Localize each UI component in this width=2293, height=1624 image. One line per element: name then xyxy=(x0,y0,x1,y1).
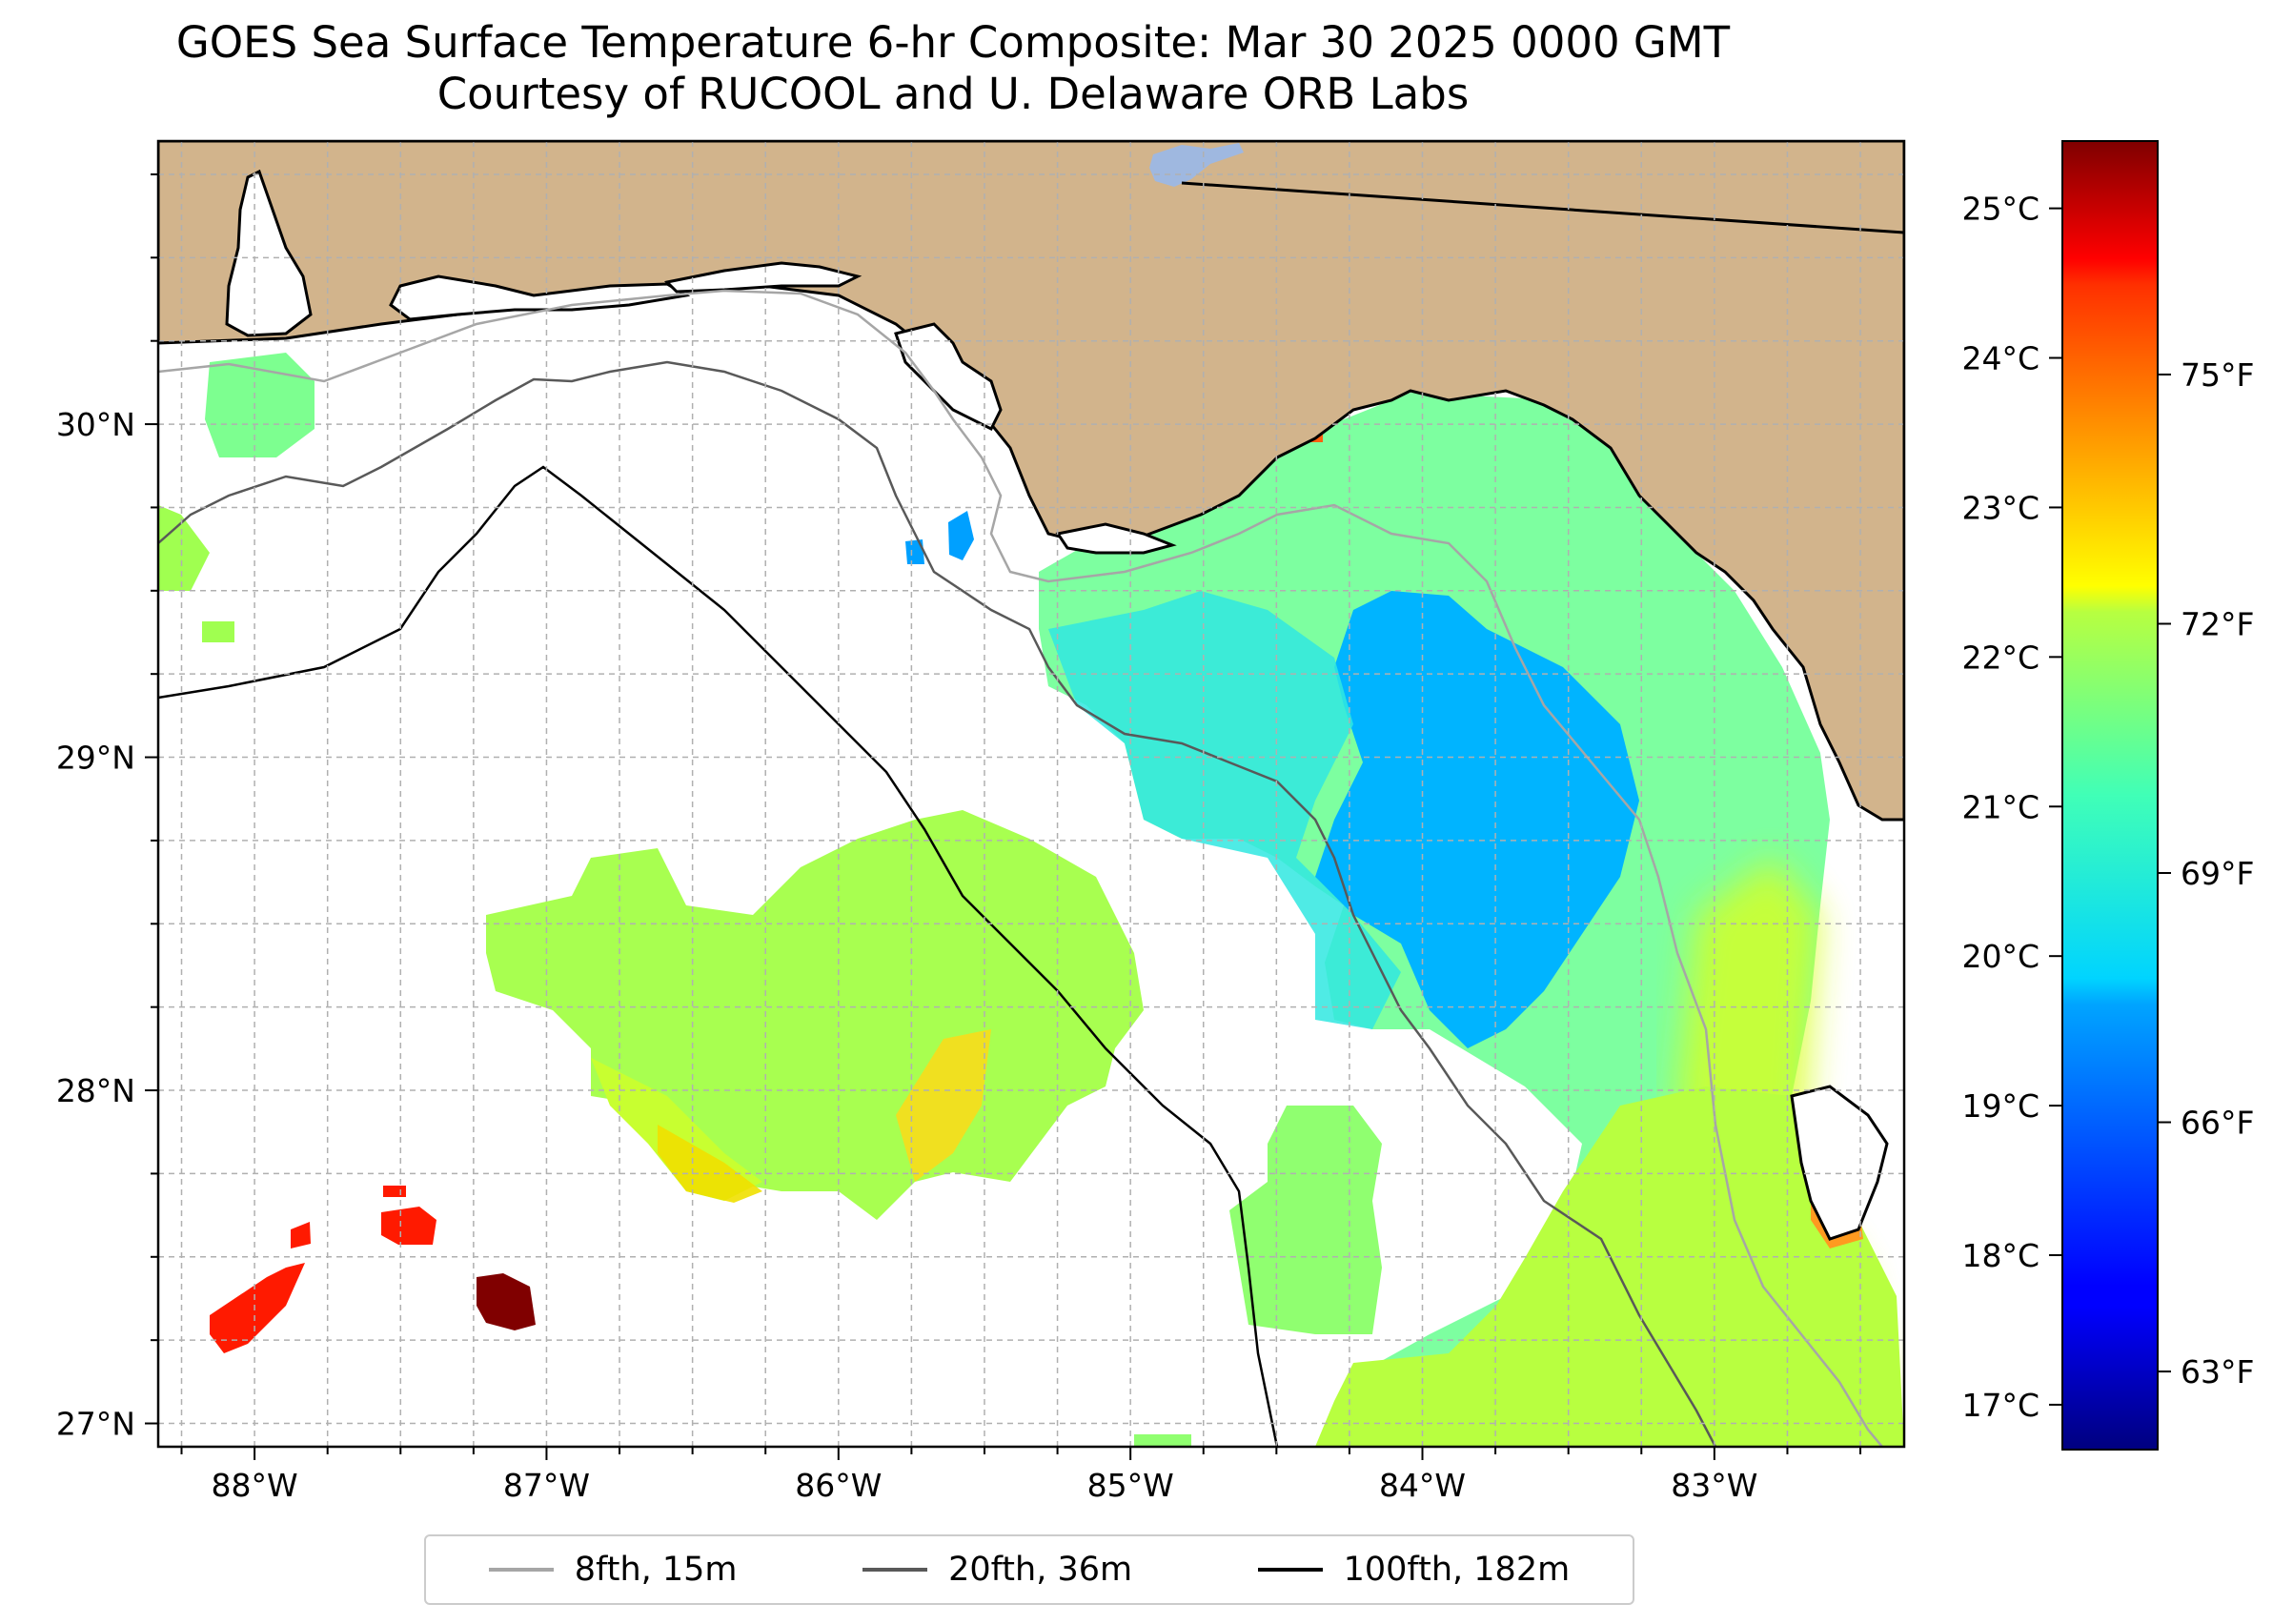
colorbar-label-fahrenheit: 69°F xyxy=(2181,855,2254,892)
colorbar-label-fahrenheit: 72°F xyxy=(2181,605,2254,642)
contour-100fth-182m xyxy=(158,465,1279,1447)
map-area xyxy=(158,141,1904,1447)
lon-tick-label: 84°W xyxy=(1379,1467,1466,1504)
title-line-1: GOES Sea Surface Temperature 6-hr Compos… xyxy=(175,17,1731,68)
sst-patch-red-2 xyxy=(291,1222,311,1248)
legend-label-8fth: 8fth, 15m xyxy=(574,1551,738,1589)
legend-swatch-100fth xyxy=(1257,1568,1323,1572)
contour-8fth-15m xyxy=(158,289,1883,1447)
sst-patch-red-1 xyxy=(210,1263,305,1353)
sst-patch-shelf-cool xyxy=(1048,591,1401,1029)
apalachee-bay xyxy=(1055,522,1177,555)
sst-patch-mid-island xyxy=(1229,1106,1382,1334)
sst-patch-cold-dot-2 xyxy=(948,511,974,560)
legend-item-100fth: 100fth, 182m xyxy=(1257,1551,1571,1589)
legend-item-20fth: 20fth, 36m xyxy=(862,1551,1132,1589)
legend-label-100fth: 100fth, 182m xyxy=(1343,1551,1571,1589)
legend-swatch-8fth xyxy=(488,1568,554,1572)
chart-title: GOES Sea Surface Temperature 6-hr Compos… xyxy=(0,17,1906,120)
colorbar-label-celsius: 18°C xyxy=(1961,1237,2039,1274)
sst-patch-cold-dot-1 xyxy=(905,539,924,564)
sst-patch-southeast-green xyxy=(1315,1086,1904,1447)
lon-tick-label: 86°W xyxy=(795,1467,882,1504)
sst-layer xyxy=(158,353,1904,1447)
colorbar-label-fahrenheit: 63°F xyxy=(2181,1353,2254,1391)
contour-20fth-36m xyxy=(158,360,1717,1447)
state-border xyxy=(1181,181,1904,234)
map-border xyxy=(156,139,1906,1449)
colorbar-label-fahrenheit: 75°F xyxy=(2181,356,2254,394)
lat-tick-label: 30°N xyxy=(56,406,135,443)
legend-label-20fth: 20fth, 36m xyxy=(948,1551,1133,1589)
lat-tick-label: 28°N xyxy=(56,1072,135,1109)
lon-tick-label: 88°W xyxy=(212,1467,298,1504)
sst-patch-w-small xyxy=(202,621,234,642)
lake xyxy=(1149,143,1244,187)
sst-patch-big-bend-cold xyxy=(1315,591,1639,1048)
legend-item-8fth: 8fth, 15m xyxy=(488,1551,738,1589)
sst-patch-nw-blob xyxy=(205,353,315,457)
sst-patch-red-4 xyxy=(383,1186,406,1197)
tampa-bay xyxy=(1790,1085,1889,1241)
lat-tick-label: 27°N xyxy=(56,1406,135,1443)
colorbar-label-celsius: 21°C xyxy=(1961,788,2039,825)
legend-swatch-20fth xyxy=(862,1568,928,1572)
colorbar-celsius-axis: 17°C 18°C 19°C 20°C 21°C 22°C 23°C 24°C 25°C xyxy=(1961,191,2062,1424)
colorbar-label-celsius: 25°C xyxy=(1961,191,2039,228)
lon-tick-label: 85°W xyxy=(1087,1467,1174,1504)
title-line-2: Courtesy of RUCOOL and U. Delaware ORB L… xyxy=(436,69,1470,119)
legend: 8fth, 15m 20fth, 36m 100fth, 182m xyxy=(424,1534,1634,1605)
mobile-bay xyxy=(225,169,313,337)
colorbar-label-celsius: 19°C xyxy=(1961,1087,2039,1125)
choctawhatchee-bay xyxy=(663,261,862,294)
map-gridlines xyxy=(158,141,1904,1447)
sst-patch-red-3 xyxy=(381,1207,436,1245)
pensacola-bay xyxy=(389,274,691,321)
sst-patch-darkred xyxy=(477,1273,536,1330)
colorbar: 17°C 18°C 19°C 20°C 21°C 22°C 23°C 24°C 25°C 63°… xyxy=(1961,140,2254,1451)
lat-tick-label: 29°N xyxy=(56,740,135,777)
colorbar-label-celsius: 23°C xyxy=(1961,489,2039,526)
colorbar-label-celsius: 17°C xyxy=(1961,1387,2039,1424)
colorbar-label-celsius: 22°C xyxy=(1961,639,2039,676)
sst-patch-south-yellow-2 xyxy=(896,1029,991,1182)
colorbar-label-celsius: 20°C xyxy=(1961,938,2039,975)
lon-tick-label: 83°W xyxy=(1671,1467,1757,1504)
lon-tick-label: 87°W xyxy=(503,1467,590,1504)
sst-patch-south-yellow xyxy=(658,1125,762,1203)
map-axes: 88°W 87°W 86°W 85°W 84°W 83°W 27°N 28°N 29°N 30°N xyxy=(56,173,1862,1504)
colorbar-gradient xyxy=(2061,140,2159,1451)
st-andrews-bay xyxy=(894,322,1003,432)
colorbar-fahrenheit-axis: 63°F 66°F 69°F 72°F 75°F xyxy=(2158,356,2254,1391)
sst-patch-bottom-green xyxy=(1134,1434,1191,1447)
sst-patch-w-edge xyxy=(158,505,210,591)
colorbar-label-celsius: 24°C xyxy=(1961,340,2039,377)
colorbar-label-fahrenheit: 66°F xyxy=(2181,1105,2254,1142)
